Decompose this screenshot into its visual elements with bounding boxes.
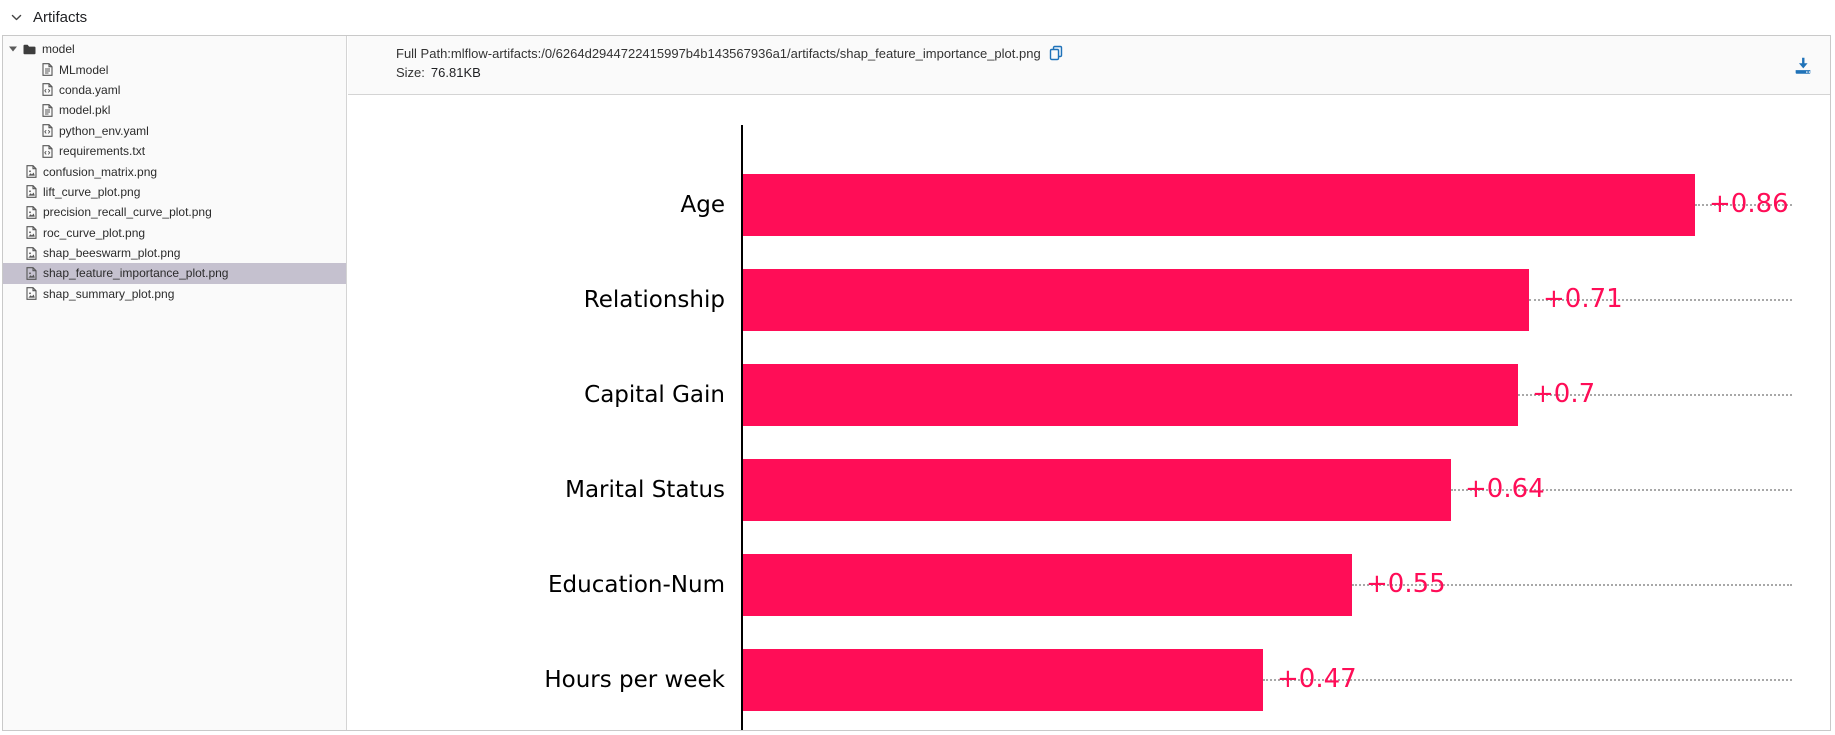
tree-item-confusion-matrix-png[interactable]: confusion_matrix.png (3, 161, 346, 181)
tree-item-conda-yaml[interactable]: conda.yaml (3, 80, 346, 100)
bar-education-num (743, 554, 1352, 616)
artifact-info-bar: Full Path: mlflow-artifacts:/0/6264d2944… (348, 36, 1830, 95)
tree-item-roc-curve-plot-png[interactable]: roc_curve_plot.png (3, 223, 346, 243)
image-file-icon (26, 165, 37, 178)
image-file-icon (26, 205, 37, 219)
tree-item-label: requirements.txt (59, 144, 146, 159)
artifact-file-tree: model MLmodel conda.yaml model.pkl python_en… (3, 36, 347, 730)
tree-item-label: shap_summary_plot.png (43, 286, 175, 301)
y-axis-line (741, 125, 743, 730)
image-file-icon (26, 246, 37, 260)
tree-item-shap-beeswarm-plot-png[interactable]: shap_beeswarm_plot.png (3, 243, 346, 263)
tree-item-label: precision_recall_curve_plot.png (43, 205, 212, 220)
feature-label: Hours per week (544, 667, 725, 693)
shap-feature-importance-plot: Age +0.86 Relationship +0.71 Capital Gain +0.… (348, 95, 1830, 730)
expander-icon[interactable] (9, 46, 18, 52)
image-file-icon (26, 287, 37, 301)
page-title: Artifacts (33, 8, 88, 26)
tree-item-label: conda.yaml (59, 82, 121, 97)
bar-relationship (743, 269, 1529, 331)
artifacts-section-header[interactable]: Artifacts (0, 0, 87, 34)
artifacts-card: model MLmodel conda.yaml model.pkl python_en… (2, 35, 1831, 731)
feature-label: Relationship (583, 287, 725, 313)
feature-label: Education-Num (548, 572, 725, 598)
tree-item-label: MLmodel (59, 62, 109, 77)
image-file-icon (26, 267, 37, 280)
bar-value-label: +0.55 (1366, 568, 1446, 599)
code-file-icon (42, 124, 53, 138)
tree-item-label: shap_feature_importance_plot.png (43, 266, 229, 281)
dotted-gridline (1451, 489, 1792, 491)
feature-label: Age (680, 192, 725, 218)
tree-item-label: confusion_matrix.png (43, 164, 158, 179)
tree-item-label: model (42, 42, 75, 57)
bar-value-label: +0.86 (1709, 188, 1789, 219)
bar-capital-gain (743, 364, 1518, 426)
tree-item-model-pkl[interactable]: model.pkl (3, 100, 346, 120)
document-icon (42, 63, 53, 76)
folder-icon (23, 44, 36, 55)
full-path-label: Full Path: (396, 45, 451, 61)
dotted-gridline (1529, 299, 1792, 301)
tree-item-precision-recall-curve-plot-png[interactable]: precision_recall_curve_plot.png (3, 202, 346, 222)
code-file-icon (42, 144, 53, 158)
tree-item-requirements-txt[interactable]: requirements.txt (3, 141, 346, 161)
size-value: 76.81KB (430, 65, 481, 80)
bar-hours-per-week (743, 649, 1263, 711)
tree-item-mlmodel[interactable]: MLmodel (3, 59, 346, 79)
tree-item-python-env-yaml[interactable]: python_env.yaml (3, 121, 346, 141)
feature-label: Capital Gain (584, 382, 725, 408)
bar-marital-status (743, 459, 1451, 521)
bar-age (743, 174, 1695, 236)
copy-icon[interactable] (1049, 45, 1063, 61)
tree-item-label: lift_curve_plot.png (43, 184, 141, 199)
tree-item-label: shap_beeswarm_plot.png (43, 246, 181, 261)
bar-value-label: +0.7 (1532, 378, 1596, 409)
feature-label: Marital Status (565, 477, 725, 503)
size-label: Size: (396, 65, 425, 80)
dotted-gridline (1518, 394, 1792, 396)
tree-item-label: model.pkl (59, 103, 111, 118)
tree-item-lift-curve-plot-png[interactable]: lift_curve_plot.png (3, 182, 346, 202)
document-icon (42, 104, 53, 117)
dotted-gridline (1352, 584, 1792, 586)
tree-item-label: python_env.yaml (59, 123, 149, 138)
image-file-icon (26, 185, 37, 199)
tree-item-shap-summary-plot-png[interactable]: shap_summary_plot.png (3, 284, 346, 304)
tree-item-model[interactable]: model (3, 39, 346, 59)
download-icon[interactable] (1792, 55, 1814, 77)
bar-value-label: +0.71 (1543, 283, 1623, 314)
image-file-icon (26, 226, 37, 240)
chevron-down-icon[interactable] (10, 11, 23, 24)
full-path-value: mlflow-artifacts:/0/6264d2944722415997b4… (450, 45, 1041, 61)
dotted-gridline (1695, 204, 1792, 206)
dotted-gridline (1263, 679, 1792, 681)
tree-item-shap-feature-importance-plot-png[interactable]: shap_feature_importance_plot.png (3, 263, 346, 284)
bar-value-label: +0.64 (1465, 473, 1545, 504)
code-file-icon (42, 83, 53, 97)
tree-item-label: roc_curve_plot.png (43, 225, 146, 240)
bar-value-label: +0.47 (1277, 663, 1357, 694)
